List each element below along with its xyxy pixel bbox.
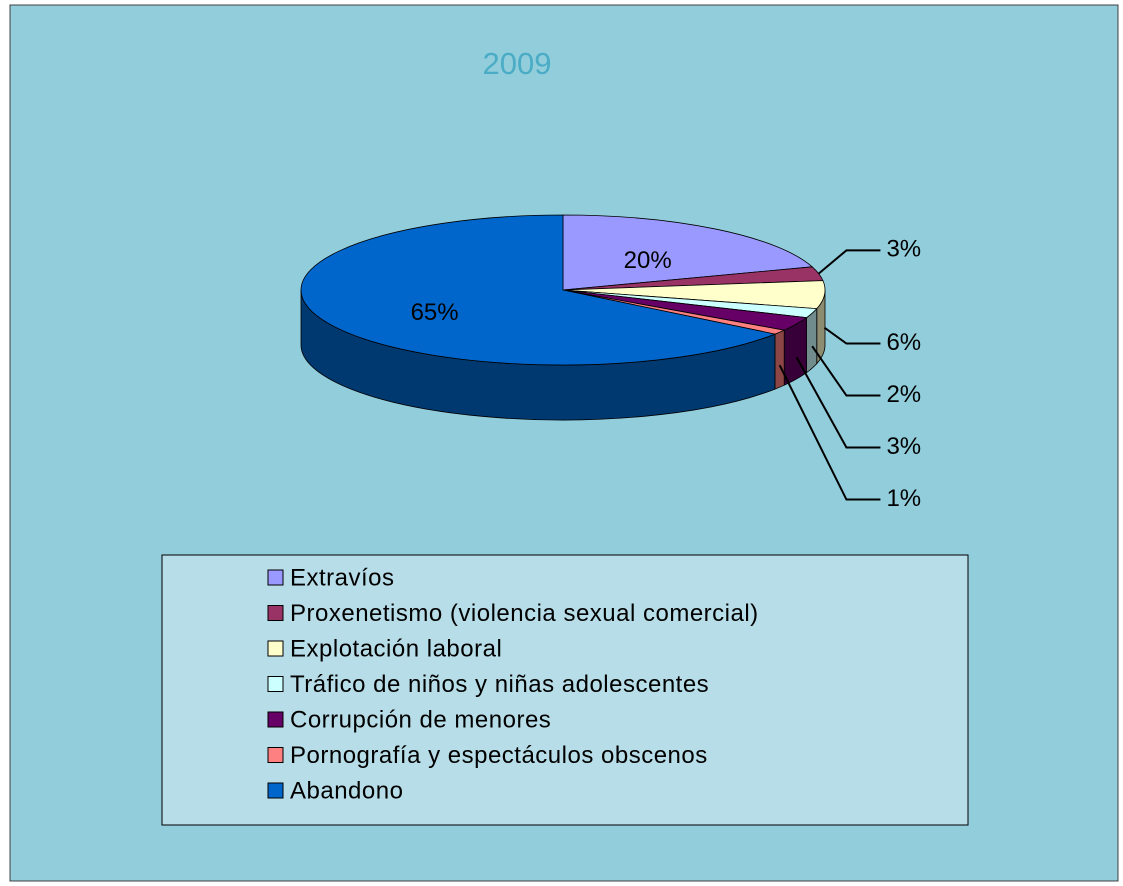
- data-label: 20%: [624, 247, 672, 274]
- leader-line: [818, 249, 881, 275]
- slice-side: [774, 329, 785, 390]
- slice: [300, 214, 777, 366]
- slice: [562, 214, 814, 291]
- leader-line: [811, 345, 881, 397]
- legend-label: Explotación laboral: [290, 635, 502, 662]
- data-label: 3%: [886, 236, 921, 263]
- legend-swatch: [267, 676, 284, 692]
- legend-label: Proxenetismo (violencia sexual comercial…: [290, 600, 759, 627]
- data-label: 2%: [886, 381, 921, 408]
- legend-label: Corrupción de menores: [290, 706, 551, 733]
- legend-label: Abandono: [290, 777, 403, 804]
- legend-label: Tráfico de niños y niñas adolescentes: [290, 671, 709, 698]
- legend-swatch: [267, 747, 284, 763]
- leader-line: [823, 326, 881, 345]
- data-label: 6%: [886, 329, 921, 356]
- data-label: 1%: [886, 485, 921, 512]
- leader-line: [778, 364, 881, 501]
- data-label: 3%: [886, 433, 921, 460]
- leader-line: [795, 356, 881, 449]
- legend-label: Pornografía y espectáculos obscenos: [290, 742, 708, 769]
- chart-title: 2009: [483, 46, 552, 81]
- slice-side: [806, 307, 818, 374]
- legend-swatch: [267, 569, 284, 586]
- legend-box: [161, 554, 969, 826]
- legend-swatch: [267, 782, 284, 799]
- legend-swatch: [267, 640, 284, 657]
- data-label: 65%: [411, 299, 459, 326]
- legend-swatch: [267, 605, 284, 621]
- legend-label: Extravíos: [290, 564, 395, 591]
- legend-swatch: [267, 711, 284, 728]
